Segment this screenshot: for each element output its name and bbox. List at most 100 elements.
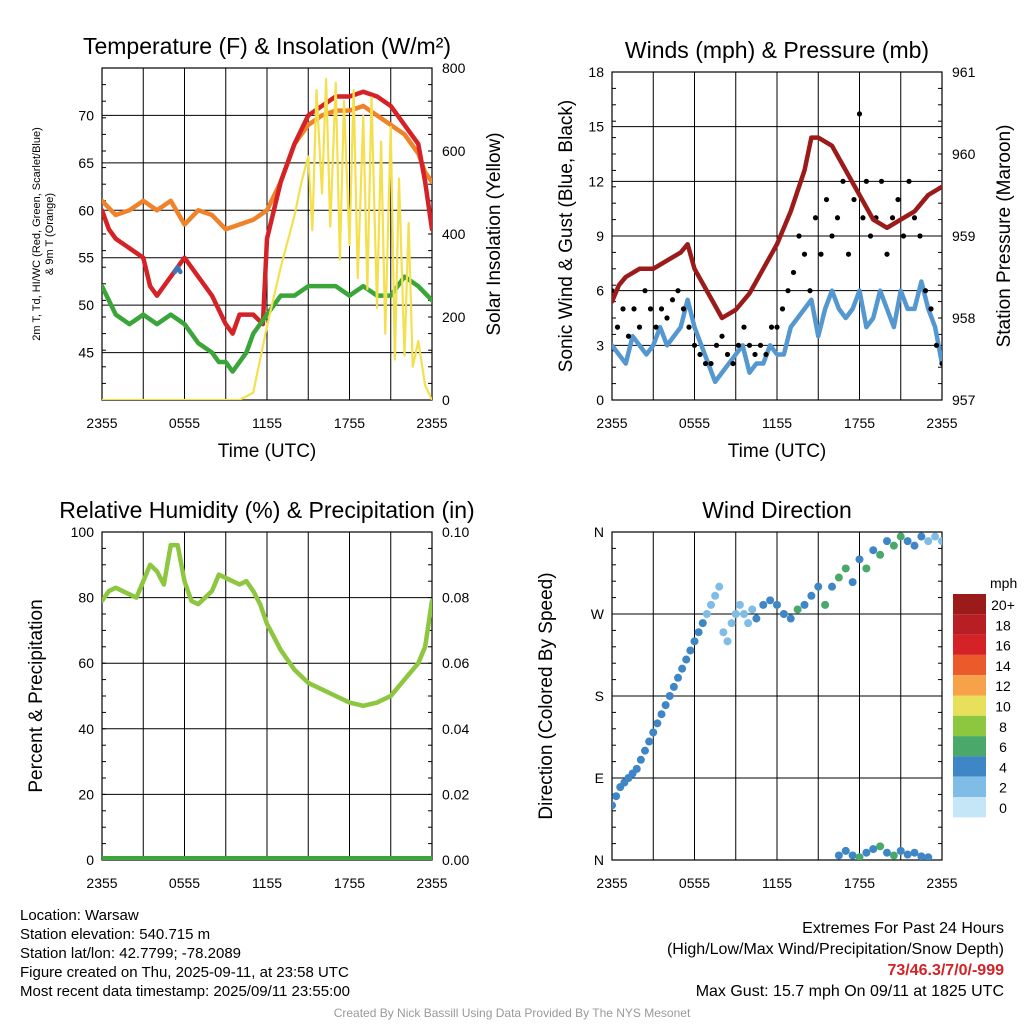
y2-axis-label: Solar Insolation (Yellow) xyxy=(484,132,505,335)
y-tick-label: E xyxy=(595,770,604,786)
panel-title: Winds (mph) & Pressure (mb) xyxy=(625,37,929,63)
gust-point xyxy=(680,306,687,312)
direction-point xyxy=(678,664,687,673)
gust-point xyxy=(785,288,791,294)
direction-point xyxy=(896,532,905,541)
y2-axis-label: Station Pressure (Maroon) xyxy=(994,125,1015,348)
gust-point xyxy=(911,215,918,221)
direction-point xyxy=(848,578,857,587)
plot-frame xyxy=(101,67,433,401)
direction-point xyxy=(924,537,933,546)
legend-label: 20+ xyxy=(991,597,1015,613)
x-tick-label: 1155 xyxy=(762,415,792,431)
direction-point xyxy=(779,610,788,618)
gust-point xyxy=(697,351,703,358)
direction-point xyxy=(645,737,654,746)
gust-point xyxy=(829,233,835,239)
y-tick-label: 3 xyxy=(596,337,604,353)
gust-point xyxy=(631,306,637,312)
direction-point xyxy=(698,619,707,628)
y2-tick-label: 960 xyxy=(952,146,976,162)
direction-point xyxy=(876,842,885,851)
legend-swatch xyxy=(953,695,986,716)
rh-panel: 2355 0555 1155 1755 2355 0 20 40 60 80 100 0.00 0.02… xyxy=(26,497,475,891)
gust-point xyxy=(713,342,720,348)
legend-label: 6 xyxy=(999,739,1007,755)
gust-point xyxy=(928,306,934,312)
direction-point xyxy=(759,600,768,609)
gust-point xyxy=(757,342,764,348)
gust-point xyxy=(917,233,923,239)
y-axis-label: Sonic Wind & Gust (Blue, Black) xyxy=(556,100,577,372)
direction-point xyxy=(727,619,736,628)
direction-point xyxy=(834,851,843,860)
legend-swatch xyxy=(953,675,986,696)
direction-point xyxy=(731,610,740,618)
direction-point xyxy=(612,801,616,810)
gust-point xyxy=(636,324,643,330)
x-tick-label: 2355 xyxy=(86,415,117,431)
x-tick-label: 2355 xyxy=(596,875,627,891)
wind-panel: 2355 0555 1155 1755 2355 0 3 6 9 12 15 18 957 958 959 9… xyxy=(556,37,1015,462)
direction-point xyxy=(612,792,621,801)
direction-point xyxy=(862,848,871,857)
direction-point xyxy=(674,673,682,682)
pressure-series xyxy=(612,135,942,321)
x-tick-label: 2355 xyxy=(926,875,957,891)
gust-point xyxy=(922,288,929,294)
gust-point xyxy=(856,111,863,117)
station-info: Location: Warsaw Station elevation: 540.… xyxy=(20,906,350,1001)
direction-point xyxy=(766,596,775,605)
direction-point xyxy=(924,853,933,860)
gust-point xyxy=(933,342,940,348)
gust-point xyxy=(818,251,824,257)
direction-point xyxy=(889,541,898,550)
gust-point xyxy=(653,324,659,330)
direction-point xyxy=(641,746,649,755)
extremes-subheading: (High/Low/Max Wind/Precipitation/Snow De… xyxy=(666,941,1004,958)
legend-swatch xyxy=(953,736,986,757)
extremes-panel: Extremes For Past 24 Hours (High/Low/Max… xyxy=(667,918,1004,1002)
legend-swatch xyxy=(953,594,986,615)
y-tick-label: 6 xyxy=(596,283,604,299)
gust-point xyxy=(845,251,852,257)
y-tick-label: 15 xyxy=(588,119,604,135)
extremes-heading: Extremes For Past 24 Hours xyxy=(802,920,1004,937)
9m-t-series xyxy=(102,103,432,232)
direction-point xyxy=(682,655,691,664)
direction-point xyxy=(665,692,674,700)
direction-point xyxy=(669,682,678,691)
plot-frame xyxy=(611,71,943,401)
direction-point xyxy=(917,532,926,541)
gust-point xyxy=(675,288,681,294)
direction-point xyxy=(800,600,809,609)
legend-swatch xyxy=(953,776,986,797)
gust-point xyxy=(735,342,742,348)
x-tick-label: 2355 xyxy=(416,415,447,431)
y-tick-label: 18 xyxy=(588,64,604,80)
y2-tick-label: 400 xyxy=(442,226,466,242)
x-tick-label: 0555 xyxy=(169,415,200,431)
direction-point xyxy=(752,614,761,623)
direction-point xyxy=(661,701,670,710)
direction-point xyxy=(723,637,732,646)
y2-tick-label: 0.08 xyxy=(442,590,469,606)
gust-point xyxy=(647,306,654,312)
gust-point xyxy=(752,351,758,358)
x-tick-label: 1755 xyxy=(844,415,875,431)
direction-point xyxy=(931,532,940,541)
created-text: Figure created on Thu, 2025-09-11, at 23… xyxy=(20,964,349,981)
y2-tick-label: 0.00 xyxy=(442,852,469,868)
direction-point xyxy=(814,582,823,591)
legend-title: mph xyxy=(990,575,1017,591)
direction-point xyxy=(715,582,724,591)
gust-point xyxy=(774,324,780,330)
gust-point xyxy=(939,360,942,367)
direction-point xyxy=(869,546,878,555)
x-tick-label: 1155 xyxy=(252,875,282,891)
gust-point xyxy=(691,342,698,348)
legend-label: 2 xyxy=(999,780,1007,796)
direction-point xyxy=(748,605,757,614)
rh-series xyxy=(102,542,432,709)
